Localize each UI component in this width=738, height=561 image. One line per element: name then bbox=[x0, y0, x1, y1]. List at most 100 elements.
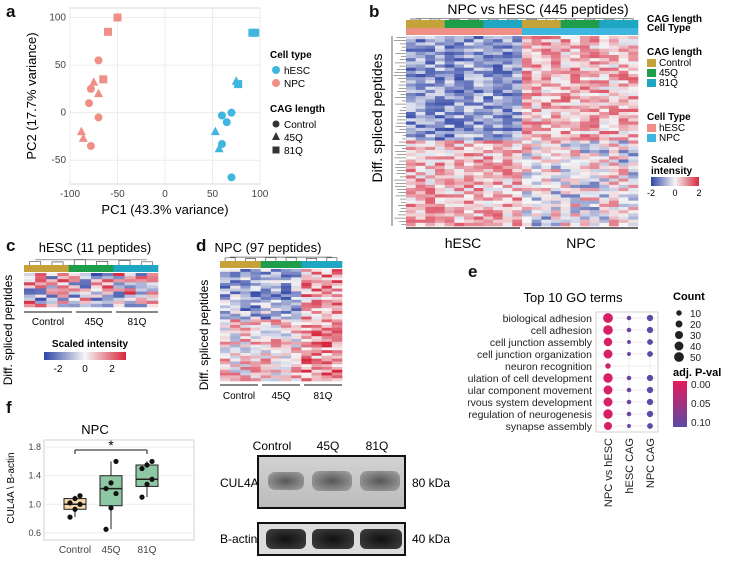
legend-control-shape bbox=[272, 120, 280, 128]
heatmap-d-cell bbox=[311, 364, 322, 368]
go-size-legend-label: 30 bbox=[690, 331, 702, 342]
heatmap-d-cell bbox=[291, 378, 302, 382]
heatmap-b-cell bbox=[609, 146, 619, 151]
heatmap-b-cell bbox=[435, 165, 445, 170]
heatmap-d-cell bbox=[331, 322, 343, 326]
heatmap-d-cell bbox=[220, 271, 231, 275]
annotation-celltype-cell bbox=[551, 28, 561, 35]
legend-celltype-title: Cell type bbox=[270, 50, 312, 61]
heatmap-b-cell bbox=[473, 159, 484, 163]
heatmap-b-cell bbox=[541, 67, 552, 72]
annotation-celltype-cell bbox=[541, 28, 552, 35]
heatmap-d-cell bbox=[331, 271, 343, 275]
heatmap-b-cell bbox=[560, 207, 571, 211]
heatmap-b-cell bbox=[551, 55, 561, 59]
heatmap-b-cell bbox=[415, 213, 426, 217]
heatmap-b-cell bbox=[425, 203, 436, 208]
heatmap-b-cell bbox=[406, 36, 416, 40]
heatmap-d-cell bbox=[301, 283, 312, 287]
heatmap-b-cell bbox=[502, 213, 513, 217]
heatmap-b-cell bbox=[406, 96, 416, 100]
heatmap-b-cell bbox=[444, 184, 455, 189]
heatmap-b-cell bbox=[512, 194, 523, 198]
heatmap-b-cell bbox=[425, 191, 436, 195]
heatmap-d-cell bbox=[230, 269, 241, 273]
heatmap-c-cell bbox=[57, 288, 69, 292]
heatmap-d-cell bbox=[321, 283, 333, 287]
heatmap-b-cell bbox=[473, 39, 484, 43]
heatmap-d-cell bbox=[321, 313, 333, 317]
heatmap-d-cell bbox=[321, 288, 333, 292]
heatmap-b-cell bbox=[435, 74, 445, 78]
heatmap-b-cell bbox=[483, 77, 494, 81]
heatmap-b-cell bbox=[425, 42, 436, 46]
heatmap-b-cell bbox=[609, 134, 619, 138]
heatmap-c-scale-mid: 0 bbox=[82, 364, 88, 375]
heatmap-d-cell bbox=[250, 355, 261, 359]
heatmap-b-cell bbox=[502, 83, 513, 87]
heatmap-d-cell bbox=[281, 294, 292, 298]
heatmap-b-cell bbox=[618, 219, 629, 224]
heatmap-b-cell bbox=[473, 181, 484, 186]
heatmap-b-cell bbox=[541, 70, 552, 75]
heatmap-b-cell bbox=[599, 118, 610, 122]
heatmap-b-cell bbox=[599, 127, 610, 132]
heatmap-c-cell bbox=[57, 276, 69, 280]
heatmap-b-cell bbox=[473, 115, 484, 119]
heatmap-b-cell bbox=[425, 99, 436, 103]
heatmap-b-cell bbox=[483, 219, 494, 224]
heatmap-b-cell bbox=[522, 115, 532, 119]
boxplot-ytick-label: 1.8 bbox=[28, 442, 41, 452]
heatmap-b-cell bbox=[483, 121, 494, 125]
heatmap-d-cell bbox=[240, 297, 251, 301]
heatmap-d-cell bbox=[270, 344, 282, 348]
heatmap-c-cell bbox=[91, 282, 103, 286]
heatmap-b-cell bbox=[464, 86, 474, 91]
heatmap-b-cell bbox=[580, 207, 590, 211]
heatmap-c-cell bbox=[135, 294, 148, 299]
heatmap-b-cell bbox=[551, 77, 561, 81]
heatmap-b-cell bbox=[618, 45, 629, 49]
heatmap-d-cell bbox=[331, 375, 343, 379]
heatmap-b-cell bbox=[531, 39, 542, 43]
heatmap-b-cell bbox=[502, 127, 513, 132]
panel-label-f: f bbox=[6, 398, 12, 417]
heatmap-b-cell bbox=[570, 150, 581, 154]
heatmap-d-cell bbox=[220, 369, 231, 373]
heatmap-b-cell bbox=[628, 153, 639, 157]
heatmap-b-cell bbox=[580, 99, 590, 103]
dendrogram-branch bbox=[326, 257, 338, 261]
heatmap-c-dendrogram bbox=[29, 259, 153, 265]
heatmap-d-cell bbox=[291, 355, 302, 359]
heatmap-d-cell bbox=[331, 294, 343, 298]
heatmap-c-cell bbox=[135, 285, 148, 289]
heatmap-b-cell bbox=[560, 127, 571, 132]
heatmap-b-cell bbox=[493, 51, 503, 56]
heatmap-b-cell bbox=[406, 70, 416, 75]
heatmap-b-cell bbox=[599, 200, 610, 205]
heatmap-b-cell bbox=[589, 203, 600, 208]
heatmap-c-cell bbox=[91, 297, 103, 302]
heatmap-b-cell bbox=[435, 108, 445, 113]
heatmap-d-cell bbox=[240, 325, 251, 329]
boxplot-point bbox=[113, 458, 119, 465]
heatmap-b-cell bbox=[560, 105, 571, 110]
heatmap-b-cell bbox=[560, 77, 571, 81]
heatmap-b-cell bbox=[435, 203, 445, 208]
heatmap-d-cell bbox=[291, 350, 302, 354]
heatmap-b-cell bbox=[609, 143, 619, 148]
heatmap-b-cell bbox=[435, 200, 445, 205]
go-size-legend-label: 10 bbox=[690, 309, 702, 320]
heatmap-b-cell bbox=[628, 64, 639, 68]
heatmap-b-cell bbox=[464, 216, 474, 220]
heatmap-d-cell bbox=[301, 325, 312, 329]
heatmap-b-cell bbox=[493, 156, 503, 160]
heatmap-c-cell bbox=[113, 276, 125, 280]
heatmap-d-cell bbox=[230, 364, 241, 368]
heatmap-b-cell bbox=[628, 216, 639, 220]
heatmap-d-cell bbox=[230, 330, 241, 334]
heatmap-d-cell bbox=[301, 305, 312, 309]
heatmap-b-cell bbox=[483, 80, 494, 84]
heatmap-b-cell bbox=[425, 112, 436, 116]
